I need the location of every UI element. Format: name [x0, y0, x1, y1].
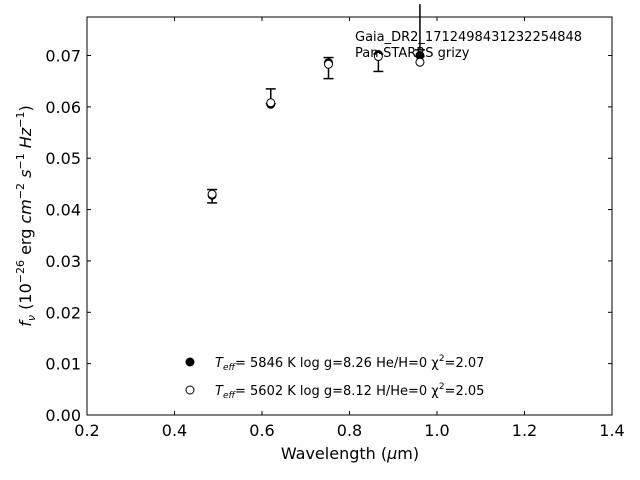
- y-tick-label: 0.04: [45, 201, 81, 220]
- annotation-object-id: Gaia_DR2_1712498431232254848: [355, 30, 582, 45]
- plot-marks: [207, 4, 425, 204]
- observed-point: [414, 4, 425, 51]
- x-tick-label: 1.0: [424, 421, 449, 440]
- x-tick-label: 0.8: [337, 421, 362, 440]
- model-point-open: [373, 52, 383, 62]
- y-tick-label: 0.05: [45, 149, 81, 168]
- legend-marker: [185, 385, 195, 395]
- model-point-open: [415, 57, 425, 67]
- y-tick-label: 0.01: [45, 355, 81, 374]
- model-point-open: [266, 98, 276, 108]
- x-tick-label: 0.6: [249, 421, 274, 440]
- legend: Teff= 5846 K log g=8.26 He/H=0 χ2=2.07 Te…: [185, 354, 484, 401]
- y-tick-label: 0.02: [45, 303, 81, 322]
- annotation-survey: Pan-STARRS grizy: [355, 46, 470, 61]
- legend-entry: Teff= 5846 K log g=8.26 He/H=0 χ2=2.07: [215, 354, 484, 373]
- x-tick-label: 0.2: [74, 421, 99, 440]
- y-axis-label: fν (10−26 erg cm−2 s−1 Hz−1): [14, 105, 38, 326]
- legend-entry: Teff= 5602 K log g=8.12 H/He=0 χ2=2.05: [215, 382, 484, 401]
- axis-ticks: 0.2 0.4 0.6 0.8 1.0 1.2 1.4 0.00 0.01 0.02 0.03 0.0…: [45, 17, 625, 440]
- model-point-open: [324, 59, 333, 69]
- x-tick-label: 0.4: [162, 421, 187, 440]
- y-tick-label: 0.07: [45, 47, 81, 66]
- y-tick-label: 0.00: [45, 406, 81, 425]
- x-tick-label: 1.2: [512, 421, 537, 440]
- y-tick-label: 0.06: [45, 98, 81, 117]
- legend-marker: [185, 357, 195, 367]
- x-tick-label: 1.4: [599, 421, 624, 440]
- x-axis-label: Wavelength (μm): [281, 444, 419, 463]
- model-point-open: [207, 189, 217, 199]
- y-tick-label: 0.03: [45, 252, 81, 271]
